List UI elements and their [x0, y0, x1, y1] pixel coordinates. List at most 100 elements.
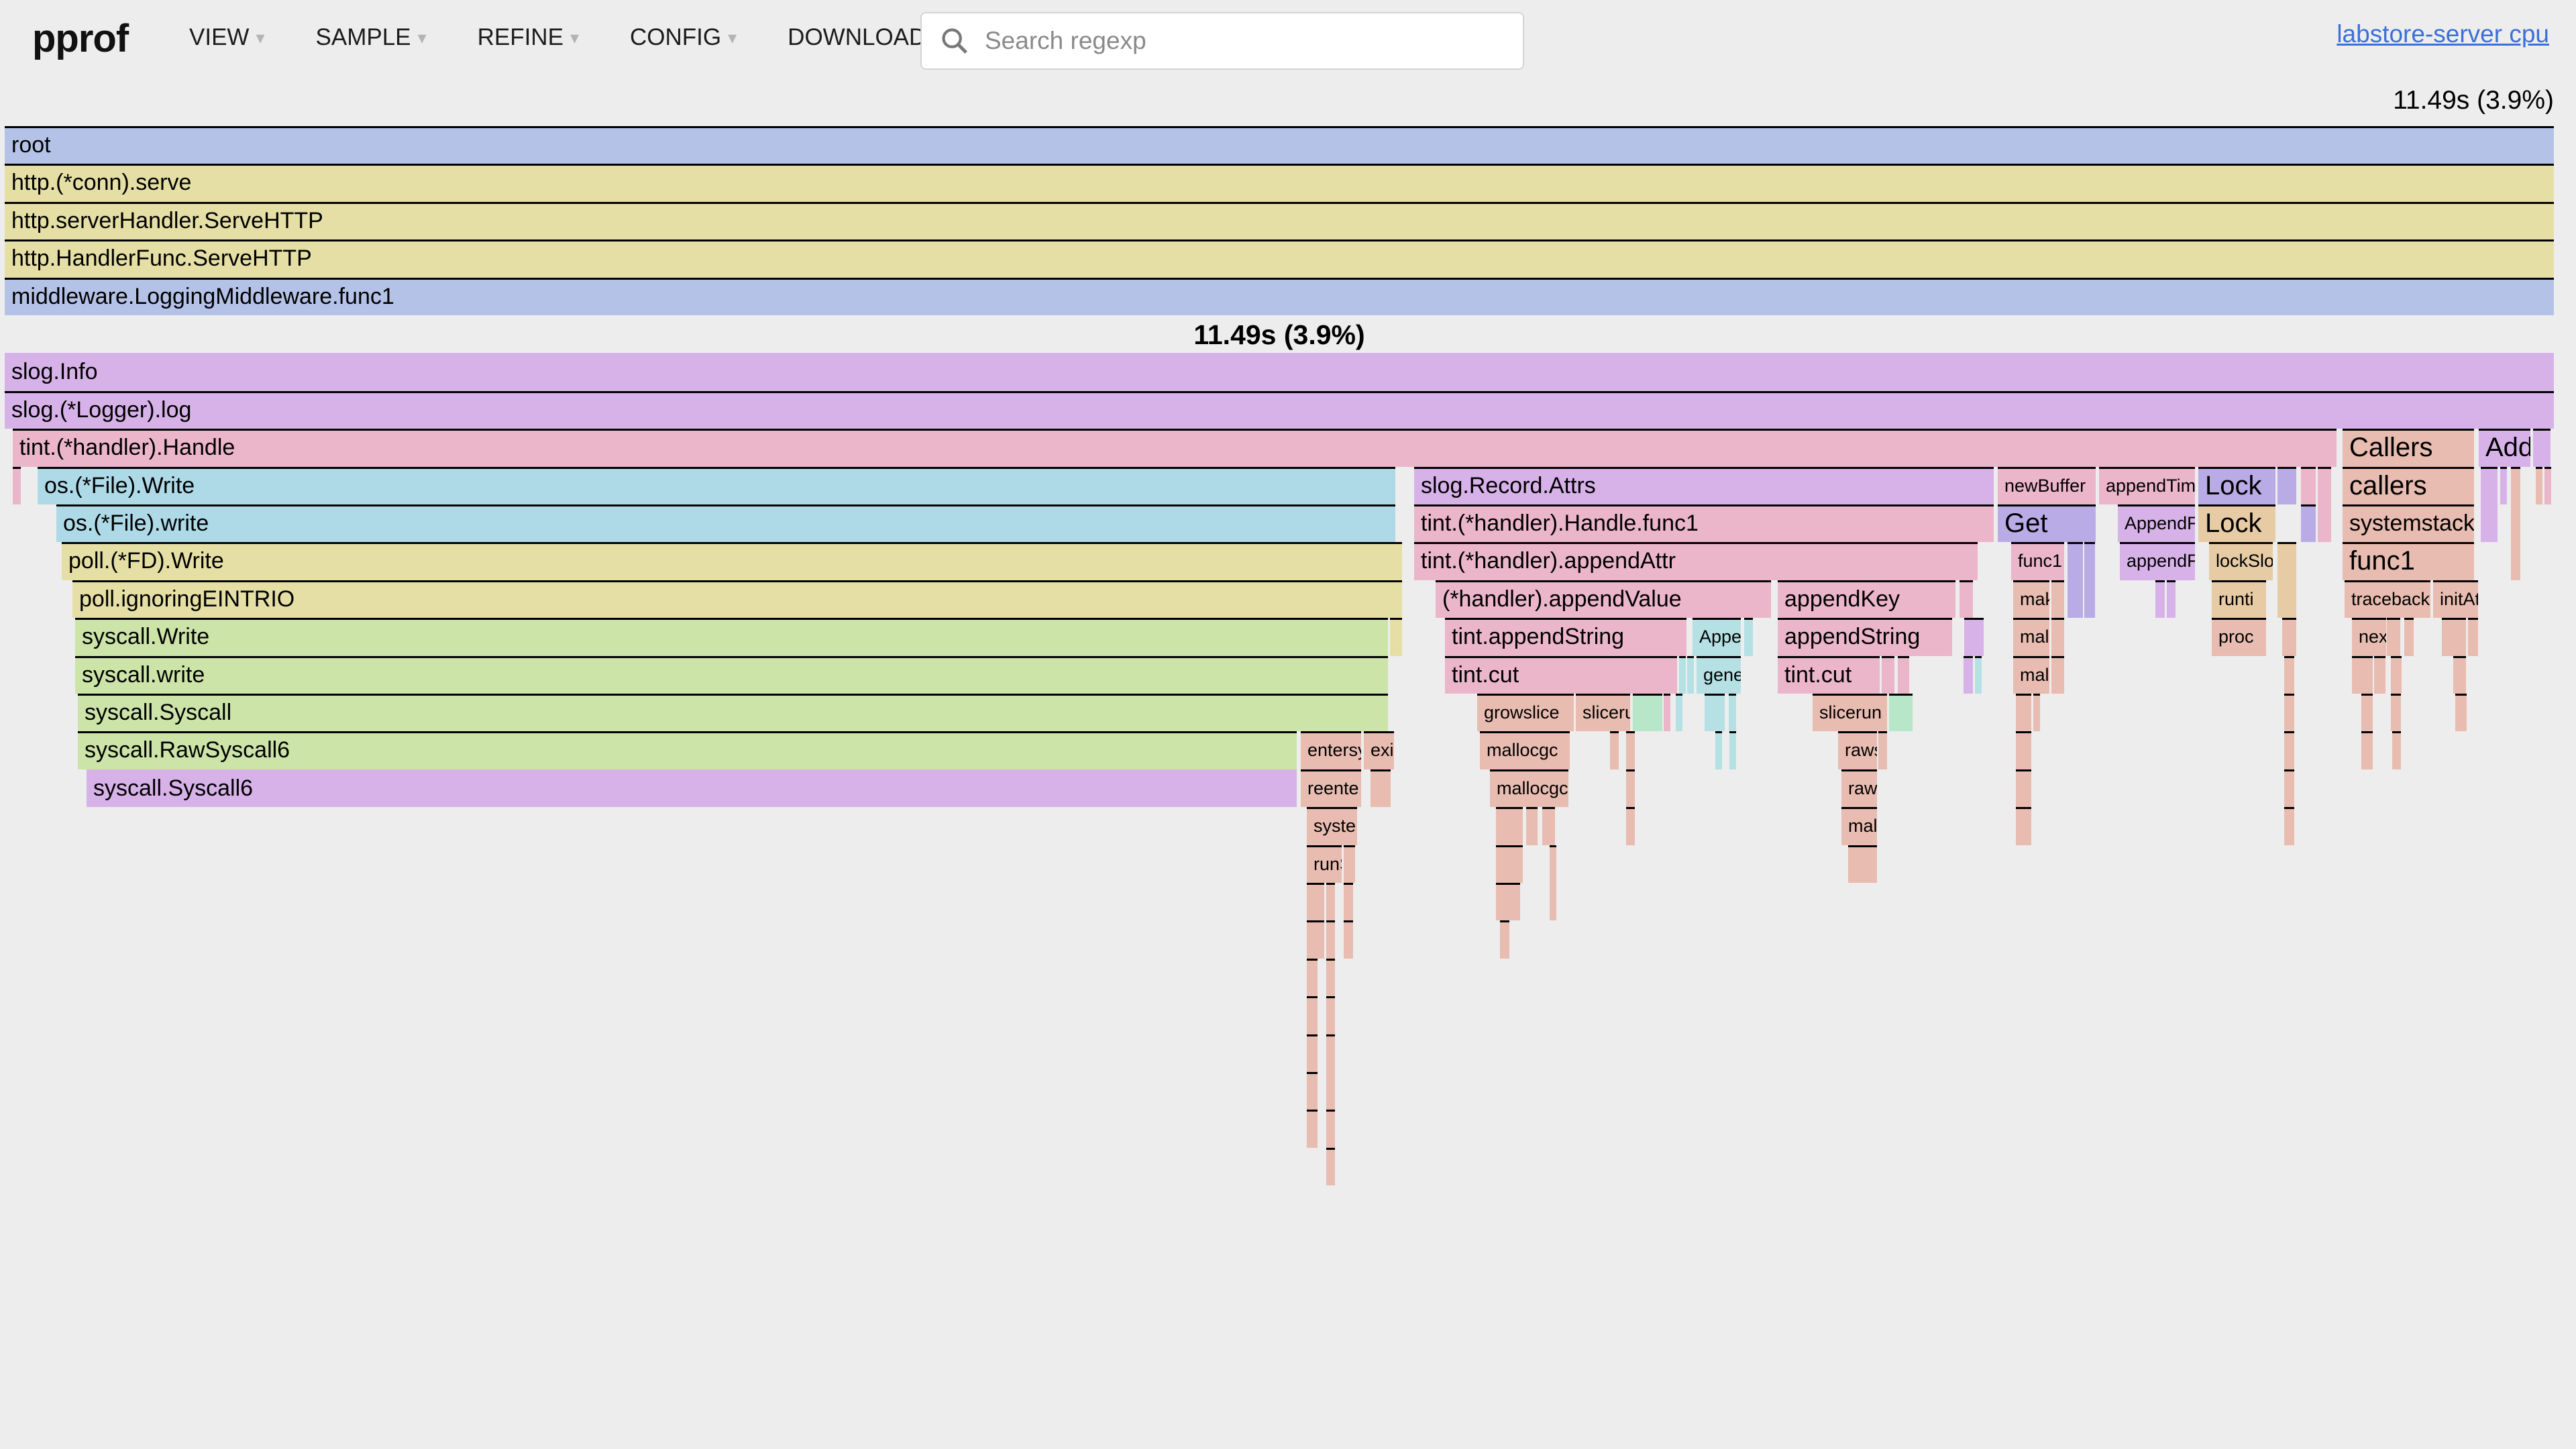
flame-frame[interactable]: poll.ignoringEINTRIO — [72, 580, 1402, 619]
flame-frame[interactable] — [2511, 466, 2520, 580]
flame-frame[interactable] — [1626, 769, 1635, 808]
flame-frame[interactable]: Lock — [2198, 504, 2275, 543]
flame-frame[interactable]: AppendF — [2118, 504, 2195, 543]
flame-frame[interactable]: http.(*conn).serve — [5, 164, 2554, 202]
flame-frame[interactable]: mal — [1841, 807, 1877, 845]
flame-frame[interactable]: Callers — [2343, 429, 2474, 467]
flame-frame[interactable] — [1326, 996, 1335, 1034]
flame-frame[interactable] — [1344, 845, 1355, 883]
flame-frame[interactable] — [1326, 1034, 1335, 1110]
flame-frame[interactable] — [1626, 731, 1635, 769]
flame-frame[interactable]: mallocgc — [1480, 731, 1570, 769]
flame-frame[interactable] — [2361, 731, 2373, 769]
flame-frame[interactable]: syscall.RawSyscall6 — [78, 731, 1297, 769]
flame-frame[interactable]: tint.cut — [1778, 655, 1880, 694]
flame-frame[interactable]: traceback — [2345, 580, 2430, 619]
flame-frame[interactable] — [1326, 920, 1335, 959]
flame-frame[interactable]: Lock — [2198, 466, 2275, 504]
flame-frame[interactable] — [1496, 883, 1520, 921]
flame-frame[interactable] — [1960, 580, 1973, 619]
flame-frame[interactable]: tint.cut — [1445, 655, 1677, 694]
search-input[interactable] — [985, 27, 1521, 55]
flame-frame[interactable] — [1326, 883, 1335, 921]
flame-frame[interactable]: func1 — [2343, 542, 2474, 580]
flame-frame[interactable] — [2481, 466, 2498, 543]
flame-frame[interactable] — [1326, 1110, 1335, 1148]
flame-frame[interactable] — [1715, 731, 1722, 769]
flame-frame[interactable] — [1889, 694, 1913, 732]
flame-frame[interactable] — [1307, 996, 1318, 1034]
menu-sample[interactable]: SAMPLE ▾ — [316, 24, 427, 51]
flame-frame[interactable]: mak — [2013, 580, 2049, 619]
flame-frame[interactable]: systemstack — [2343, 504, 2474, 543]
flame-frame[interactable] — [2318, 466, 2331, 543]
flame-frame[interactable] — [1848, 845, 1877, 883]
flame-frame[interactable] — [1626, 807, 1635, 845]
flame-frame[interactable] — [1679, 655, 1686, 694]
flame-frame[interactable]: appendKey — [1778, 580, 1955, 619]
flame-frame[interactable]: func1 — [2011, 542, 2064, 580]
flame-frame[interactable] — [2016, 731, 2031, 769]
flame-frame[interactable]: Appe — [1693, 618, 1741, 656]
flame-frame[interactable] — [1542, 807, 1555, 845]
flame-frame[interactable] — [1705, 694, 1725, 732]
flame-frame[interactable] — [1878, 731, 1887, 769]
flame-frame[interactable]: (*handler).appendValue — [1436, 580, 1771, 619]
flame-frame[interactable] — [1964, 618, 1984, 656]
flame-frame[interactable] — [13, 466, 21, 504]
flame-frame[interactable] — [2468, 618, 2478, 656]
flame-frame[interactable] — [2051, 655, 2064, 694]
flame-frame[interactable]: callers — [2343, 466, 2474, 504]
search-box[interactable] — [920, 12, 1524, 70]
flame-frame[interactable] — [1326, 958, 1335, 997]
flame-frame[interactable] — [1344, 920, 1353, 959]
flame-frame[interactable] — [2284, 807, 2294, 845]
flame-frame[interactable]: slicerun — [1813, 694, 1887, 732]
flame-frame[interactable] — [2068, 542, 2083, 619]
flame-frame[interactable]: syscall.Syscall — [78, 694, 1388, 732]
menu-download[interactable]: DOWNLOAD — [788, 24, 926, 51]
flame-frame[interactable] — [2301, 466, 2316, 504]
flame-frame[interactable] — [2167, 580, 2176, 619]
flame-frame[interactable] — [2391, 694, 2401, 732]
flame-frame[interactable]: syste — [1307, 807, 1357, 845]
flame-frame[interactable] — [2284, 694, 2294, 732]
flame-frame[interactable] — [2282, 618, 2296, 656]
flame-frame[interactable]: mal — [2013, 618, 2049, 656]
flame-frame[interactable] — [1307, 1110, 1318, 1148]
flame-frame[interactable]: newBuffer — [1998, 466, 2096, 504]
flame-frame[interactable]: lockSlo — [2209, 542, 2273, 580]
flame-frame[interactable]: os.(*File).write — [56, 504, 1395, 543]
flame-frame[interactable] — [1307, 920, 1324, 959]
flame-frame[interactable] — [1371, 769, 1391, 808]
flame-frame[interactable] — [2352, 655, 2373, 694]
flame-frame[interactable] — [2284, 655, 2294, 694]
flame-frame[interactable] — [2500, 466, 2507, 504]
flame-frame[interactable]: syscall.Syscall6 — [87, 769, 1297, 808]
flame-frame[interactable]: syscall.write — [75, 655, 1388, 694]
flame-frame[interactable]: sliceru — [1576, 694, 1630, 732]
flame-frame[interactable]: tint.(*handler).Handle.func1 — [1414, 504, 1994, 543]
flame-frame[interactable]: appendString — [1778, 618, 1952, 656]
flame-frame[interactable]: os.(*File).Write — [38, 466, 1395, 504]
flame-frame[interactable]: appendTim — [2099, 466, 2195, 504]
profile-link[interactable]: labstore-server cpu — [2337, 20, 2549, 48]
flame-frame[interactable] — [1898, 655, 1909, 694]
flame-frame[interactable]: http.HandlerFunc.ServeHTTP — [5, 239, 2554, 278]
flame-frame[interactable]: http.serverHandler.ServeHTTP — [5, 201, 2554, 240]
flame-frame[interactable]: nex — [2352, 618, 2386, 656]
flame-frame[interactable]: proc — [2212, 618, 2266, 656]
flame-frame[interactable] — [1307, 1072, 1318, 1110]
flame-frame[interactable] — [1729, 731, 1736, 769]
flame-frame[interactable] — [1496, 845, 1523, 883]
flame-frame[interactable]: appendF — [2120, 542, 2195, 580]
flame-frame[interactable]: mal — [2013, 655, 2049, 694]
flame-frame[interactable] — [1326, 1147, 1335, 1186]
flame-frame[interactable] — [2084, 542, 2095, 619]
flame-frame[interactable] — [1664, 694, 1670, 732]
flame-frame[interactable] — [1496, 807, 1523, 845]
flame-frame[interactable] — [2155, 580, 2165, 619]
flame-frame[interactable]: root — [5, 126, 2554, 164]
flame-frame[interactable] — [2284, 731, 2294, 769]
flame-frame[interactable] — [1550, 845, 1556, 921]
